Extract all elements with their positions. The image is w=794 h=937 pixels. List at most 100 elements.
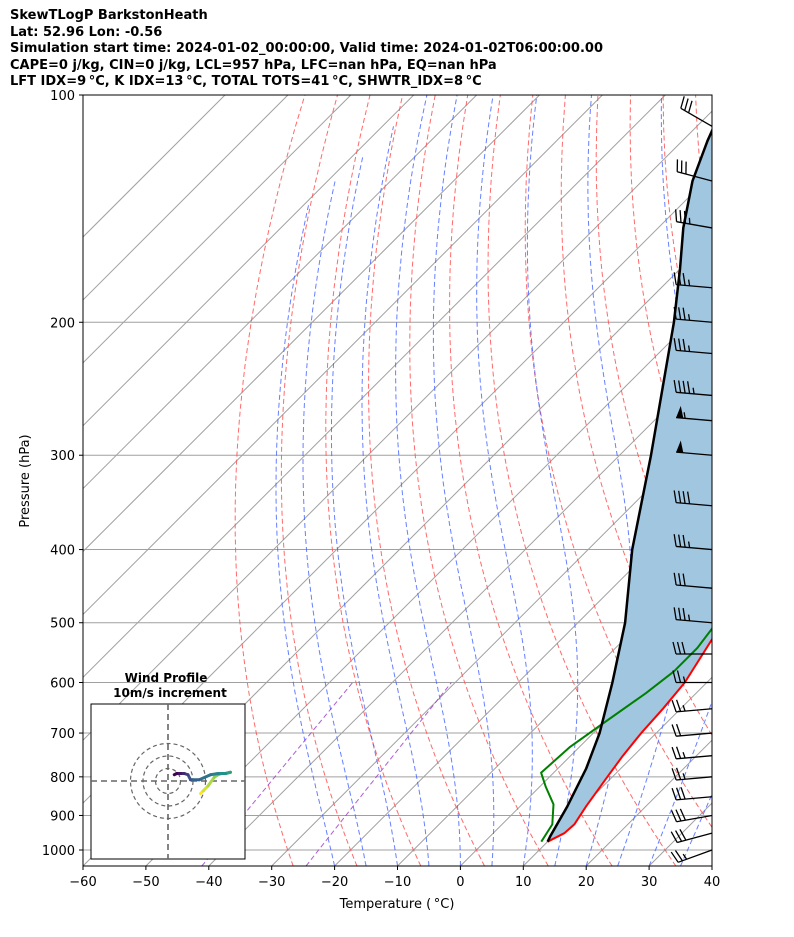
barb-staff bbox=[676, 416, 713, 422]
barb-full bbox=[687, 491, 691, 504]
barb-staff bbox=[676, 349, 713, 355]
isotherm bbox=[83, 95, 289, 301]
wind-barb bbox=[676, 405, 713, 422]
barb-full bbox=[684, 98, 689, 111]
x-tick-label: −30 bbox=[258, 875, 285, 890]
wind-barb bbox=[670, 808, 713, 823]
barb-staff bbox=[677, 849, 713, 863]
dewpoint-line bbox=[540, 627, 712, 843]
barb-staff bbox=[676, 796, 713, 801]
isotherm bbox=[83, 95, 540, 553]
moist-adiabat bbox=[648, 699, 712, 866]
mixing-ratio-line bbox=[305, 682, 452, 866]
moist-adiabat bbox=[302, 180, 367, 866]
barb-staff bbox=[676, 755, 713, 760]
barb-full bbox=[671, 724, 677, 737]
barb-half bbox=[687, 279, 691, 286]
barb-full bbox=[679, 829, 687, 841]
barb-full bbox=[672, 641, 677, 655]
y-tick-label: 600 bbox=[50, 677, 75, 692]
barb-staff bbox=[676, 221, 713, 229]
isotherm bbox=[397, 550, 712, 866]
barb-full bbox=[673, 306, 677, 320]
wind-barb bbox=[673, 306, 713, 323]
y-tick-label: 700 bbox=[50, 727, 75, 742]
isotherm bbox=[83, 95, 226, 238]
barb-half bbox=[687, 614, 691, 621]
barb-staff bbox=[676, 584, 713, 589]
barb-staff bbox=[676, 501, 713, 507]
isotherm bbox=[83, 95, 352, 364]
x-axis-label: Temperature ( °C) bbox=[339, 897, 455, 912]
barb-full bbox=[678, 573, 682, 586]
wind-barb bbox=[671, 699, 713, 713]
wind-barb bbox=[673, 534, 713, 551]
moist-adiabat bbox=[526, 95, 579, 866]
isotherm bbox=[522, 676, 712, 866]
moist-adiabat bbox=[275, 205, 336, 866]
barb-full bbox=[673, 338, 677, 351]
isotherm bbox=[83, 95, 666, 679]
barb-full bbox=[671, 746, 677, 760]
barb-staff bbox=[680, 107, 713, 127]
barb-half bbox=[682, 676, 686, 683]
x-tick-label: 0 bbox=[456, 875, 464, 890]
time-line: Simulation start time: 2024-01-02_00:00:… bbox=[10, 41, 603, 57]
barb-full bbox=[683, 210, 687, 224]
barb-full bbox=[675, 809, 682, 822]
dry-adiabat bbox=[409, 95, 549, 866]
wind-barb bbox=[671, 787, 713, 801]
dry-adiabat bbox=[761, 95, 794, 866]
isotherm bbox=[271, 424, 712, 866]
wind-barb bbox=[676, 440, 713, 456]
barb-full bbox=[673, 272, 677, 285]
temperature-line bbox=[547, 637, 712, 843]
wind-barb bbox=[680, 96, 713, 127]
barb-full bbox=[673, 490, 677, 503]
y-tick-label: 1000 bbox=[42, 844, 75, 859]
dry-adiabat bbox=[728, 95, 794, 866]
barb-full bbox=[682, 307, 686, 321]
indices-line-1: CAPE=0 j/kg, CIN=0 j/kg, LCL=957 hPa, LF… bbox=[10, 57, 497, 73]
barb-full bbox=[673, 607, 677, 620]
hodograph-content bbox=[91, 704, 245, 859]
barb-staff bbox=[676, 451, 713, 456]
barb-full bbox=[687, 100, 693, 113]
x-tick-label: 10 bbox=[515, 875, 532, 890]
location-line: Lat: 52.96 Lon: -0.56 bbox=[10, 24, 163, 40]
indices-line-2: LFT IDX=9 °C, K IDX=13 °C, TOTAL TOTS=41… bbox=[10, 74, 482, 90]
x-tick-label: 40 bbox=[704, 875, 721, 890]
barb-staff bbox=[676, 776, 713, 781]
barb-full bbox=[681, 641, 686, 655]
dry-adiabat bbox=[595, 95, 712, 640]
barb-staff bbox=[677, 832, 713, 844]
x-tick-label: −20 bbox=[321, 875, 348, 890]
y-tick-label: 100 bbox=[50, 89, 75, 104]
barb-full bbox=[678, 307, 682, 320]
barb-full bbox=[682, 573, 686, 586]
barb-full bbox=[676, 641, 682, 655]
barb-full bbox=[673, 572, 677, 586]
hodograph-trace-segment bbox=[206, 775, 216, 788]
isotherm bbox=[711, 865, 712, 866]
barb-full bbox=[674, 850, 683, 862]
wind-barb bbox=[670, 849, 713, 863]
wind-barb bbox=[671, 723, 713, 737]
barb-full bbox=[682, 608, 686, 621]
dry-adiabat bbox=[325, 95, 422, 866]
barb-staff bbox=[676, 283, 713, 289]
barb-full bbox=[673, 534, 677, 547]
barb-half bbox=[687, 541, 691, 548]
wind-barb bbox=[671, 767, 713, 781]
x-tick-label: −40 bbox=[195, 875, 222, 890]
barb-staff bbox=[676, 708, 713, 713]
barb-staff bbox=[676, 618, 713, 624]
y-tick-label: 500 bbox=[50, 617, 75, 632]
dry-adiabat bbox=[449, 95, 613, 866]
barb-staff bbox=[676, 732, 713, 737]
barb-full bbox=[678, 338, 682, 351]
isotherm bbox=[83, 110, 712, 741]
isotherm bbox=[83, 95, 603, 616]
hodograph-subtitle: 10m/s increment bbox=[113, 686, 227, 700]
barb-full bbox=[678, 534, 682, 547]
